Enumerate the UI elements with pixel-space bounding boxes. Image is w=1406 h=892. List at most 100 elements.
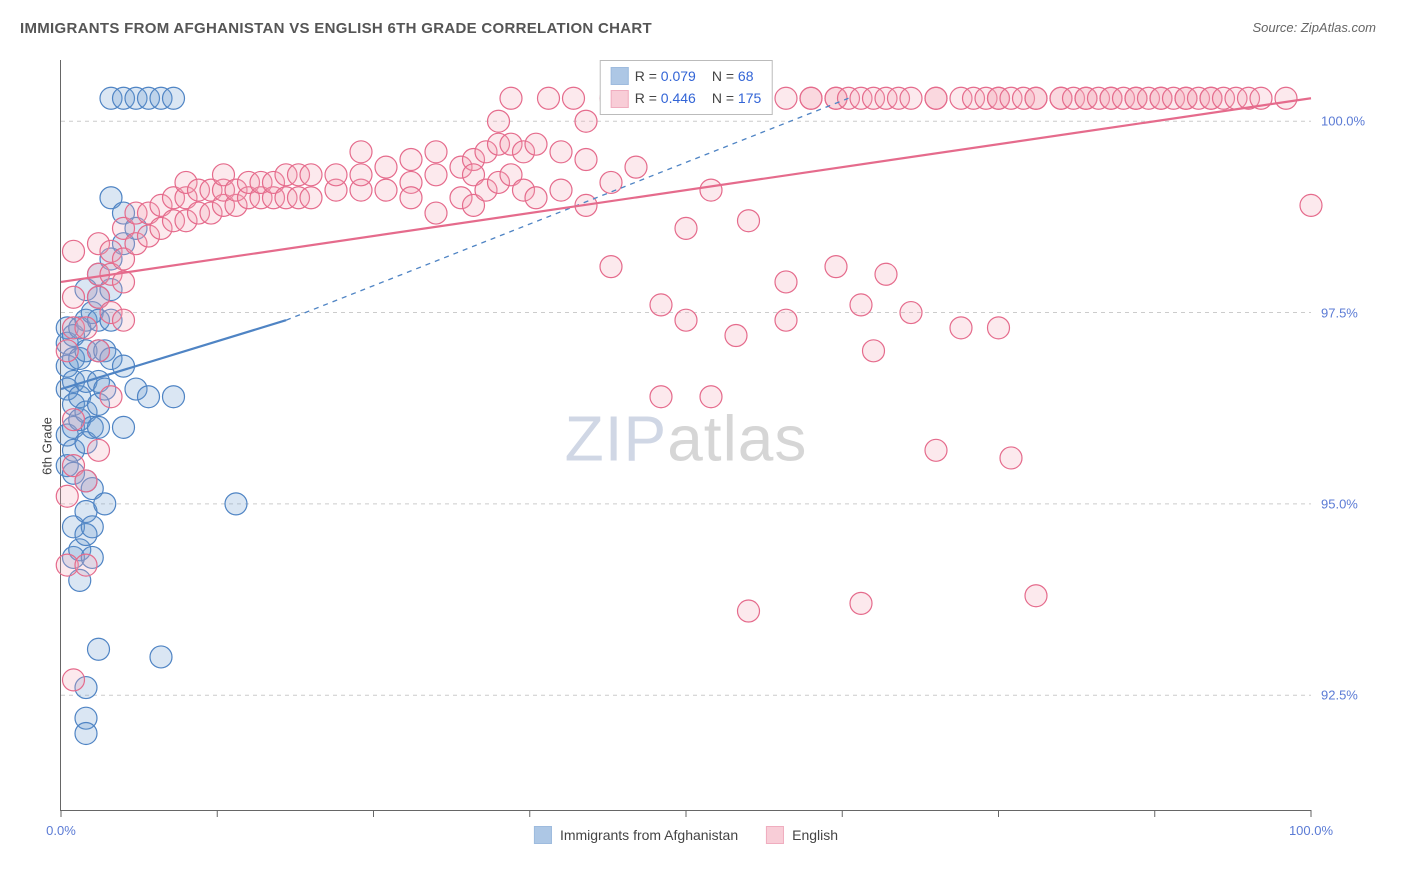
afghan-point	[150, 646, 172, 668]
stat-row-english: R = 0.446 N = 175	[611, 87, 762, 109]
english-point	[950, 317, 972, 339]
english-point	[400, 187, 422, 209]
english-point	[700, 386, 722, 408]
plot-area: ZIPatlas R = 0.079N = 68R = 0.446N = 175…	[60, 60, 1311, 811]
english-point	[575, 110, 597, 132]
english-point	[325, 164, 347, 186]
english-point	[550, 179, 572, 201]
x-tick-label: 100.0%	[1289, 823, 1333, 838]
english-point	[56, 485, 78, 507]
english-point	[725, 325, 747, 347]
afghan-trendline-extrap	[286, 98, 849, 320]
english-point	[675, 309, 697, 331]
english-point	[500, 87, 522, 109]
english-point	[75, 554, 97, 576]
afghan-point	[163, 386, 185, 408]
english-point	[400, 148, 422, 170]
y-tick-label: 95.0%	[1321, 496, 1381, 511]
english-point	[56, 340, 78, 362]
english-point	[775, 87, 797, 109]
afghan-legend-swatch-icon	[534, 826, 552, 844]
legend-bottom: Immigrants from Afghanistan English	[534, 826, 838, 844]
y-tick-label: 97.5%	[1321, 305, 1381, 320]
afghan-point	[94, 493, 116, 515]
stat-n-label: N = 68	[712, 65, 754, 87]
english-point	[775, 271, 797, 293]
english-point	[863, 340, 885, 362]
afghan-point	[113, 416, 135, 438]
english-point	[825, 256, 847, 278]
english-point	[63, 286, 85, 308]
legend-item-afghan: Immigrants from Afghanistan	[534, 826, 738, 844]
english-point	[538, 87, 560, 109]
english-point	[113, 309, 135, 331]
english-point	[1025, 585, 1047, 607]
english-point	[575, 148, 597, 170]
english-point	[350, 141, 372, 163]
afghan-point	[225, 493, 247, 515]
english-point	[700, 179, 722, 201]
x-tick-label: 0.0%	[46, 823, 76, 838]
english-point	[625, 156, 647, 178]
english-point	[563, 87, 585, 109]
english-point	[425, 164, 447, 186]
y-tick-label: 92.5%	[1321, 688, 1381, 703]
english-point	[1000, 447, 1022, 469]
english-swatch-icon	[611, 90, 629, 108]
legend-label: English	[792, 827, 838, 843]
plot-svg	[61, 60, 1311, 810]
english-point	[488, 110, 510, 132]
english-point	[738, 210, 760, 232]
legend-item-english: English	[766, 826, 838, 844]
english-point	[875, 263, 897, 285]
afghan-swatch-icon	[611, 67, 629, 85]
english-point	[1275, 87, 1297, 109]
english-point	[375, 156, 397, 178]
afghan-point	[75, 722, 97, 744]
afghan-point	[81, 516, 103, 538]
english-point	[350, 164, 372, 186]
stat-n-label: N = 175	[712, 87, 761, 109]
english-point	[675, 217, 697, 239]
english-point	[850, 294, 872, 316]
afghan-point	[88, 416, 110, 438]
english-point	[63, 409, 85, 431]
english-point	[650, 386, 672, 408]
english-point	[925, 439, 947, 461]
english-point	[550, 141, 572, 163]
english-point	[775, 309, 797, 331]
stat-r-label: R = 0.446	[635, 87, 696, 109]
english-point	[600, 256, 622, 278]
english-point	[375, 179, 397, 201]
english-point	[525, 133, 547, 155]
english-point	[1025, 87, 1047, 109]
english-point	[900, 302, 922, 324]
stat-row-afghan: R = 0.079 N = 68	[611, 65, 762, 87]
english-point	[63, 240, 85, 262]
afghan-point	[163, 87, 185, 109]
stats-legend-box: R = 0.079 N = 68 R = 0.446 N = 175	[600, 60, 773, 115]
english-point	[88, 439, 110, 461]
afghan-point	[88, 638, 110, 660]
english-point	[525, 187, 547, 209]
source-label: Source: ZipAtlas.com	[1252, 20, 1376, 35]
afghan-point	[113, 355, 135, 377]
english-point	[425, 202, 447, 224]
english-point	[900, 87, 922, 109]
english-point	[100, 386, 122, 408]
english-point	[425, 141, 447, 163]
afghan-point	[138, 386, 160, 408]
stat-r-label: R = 0.079	[635, 65, 696, 87]
english-point	[1300, 194, 1322, 216]
chart-container: IMMIGRANTS FROM AFGHANISTAN VS ENGLISH 6…	[0, 0, 1406, 892]
english-point	[63, 669, 85, 691]
english-point	[650, 294, 672, 316]
legend-label: Immigrants from Afghanistan	[560, 827, 738, 843]
y-axis-label: 6th Grade	[39, 417, 54, 475]
english-point	[988, 317, 1010, 339]
english-point	[600, 171, 622, 193]
english-point	[738, 600, 760, 622]
english-point	[850, 592, 872, 614]
english-legend-swatch-icon	[766, 826, 784, 844]
y-tick-label: 100.0%	[1321, 114, 1381, 129]
